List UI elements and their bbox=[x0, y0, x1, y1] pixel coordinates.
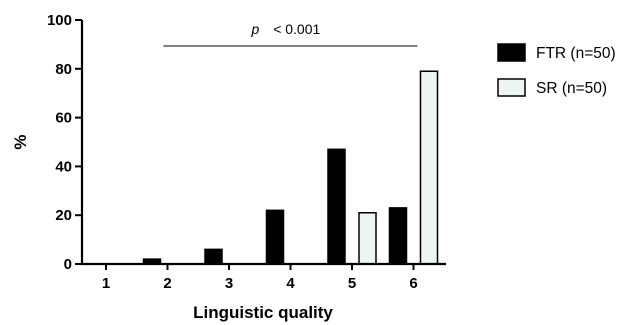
x-tick-label: 4 bbox=[286, 275, 295, 292]
p-value: < 0.001 bbox=[273, 21, 320, 37]
x-tick-label: 1 bbox=[102, 275, 110, 292]
significance-annotation: p < 0.001 bbox=[163, 21, 418, 47]
x-tick-label: 5 bbox=[348, 275, 356, 292]
legend-label-sr: SR (n=50) bbox=[536, 80, 607, 97]
y-tick-label: 0 bbox=[64, 256, 72, 273]
x-tick-label: 2 bbox=[163, 275, 171, 292]
y-axis-ticks: 0 20 40 60 80 100 bbox=[47, 12, 82, 273]
p-symbol: p bbox=[251, 21, 260, 37]
bar-sr bbox=[419, 70, 439, 265]
x-axis-title: Linguistic quality bbox=[193, 303, 333, 322]
x-tick-label: 3 bbox=[225, 275, 233, 292]
y-axis-title: % bbox=[11, 134, 30, 149]
y-tick-label: 20 bbox=[55, 207, 72, 224]
bar-ftr bbox=[388, 207, 408, 265]
plot-marks bbox=[142, 70, 439, 265]
y-tick-label: 80 bbox=[55, 61, 72, 78]
significance-label: p < 0.001 bbox=[251, 21, 321, 37]
y-tick-label: 40 bbox=[55, 158, 72, 175]
y-tick-label: 100 bbox=[47, 12, 72, 29]
bar-sr bbox=[358, 212, 377, 265]
x-axis-ticks: 1 2 3 4 5 6 bbox=[102, 264, 418, 292]
legend-swatch-sr bbox=[497, 78, 526, 97]
legend-swatch-ftr bbox=[497, 43, 526, 62]
bar-ftr bbox=[265, 209, 285, 265]
x-tick-label: 6 bbox=[409, 275, 417, 292]
bar-ftr bbox=[204, 248, 223, 265]
y-tick-label: 60 bbox=[55, 110, 72, 127]
legend-label-ftr: FTR (n=50) bbox=[536, 45, 616, 62]
bar-ftr bbox=[327, 148, 346, 265]
legend: FTR (n=50) SR (n=50) bbox=[497, 43, 616, 97]
